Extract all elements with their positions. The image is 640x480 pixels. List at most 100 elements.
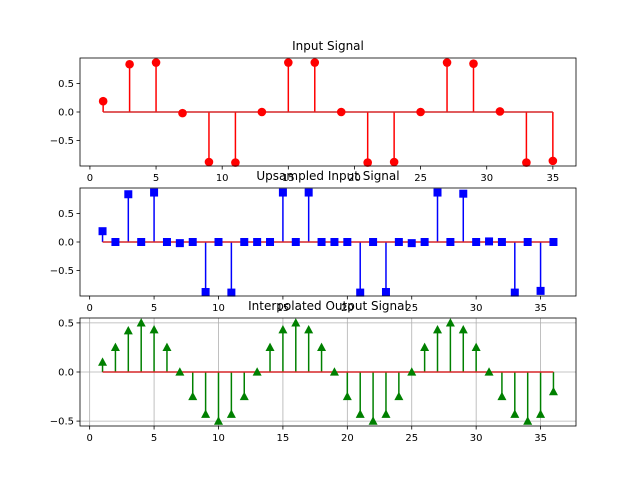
x-tick-label-0: 0 <box>86 433 92 444</box>
y-tick-label-1: 0.0 <box>58 238 74 249</box>
y-tick-label-1: 0.0 <box>58 368 74 379</box>
data-point-22 <box>381 409 391 418</box>
chart-title: Upsampled Input Signal <box>256 169 399 183</box>
data-point-35 <box>549 238 558 246</box>
data-point-6 <box>257 107 267 117</box>
data-point-0 <box>98 96 108 106</box>
data-point-23 <box>394 238 403 246</box>
data-point-29 <box>471 342 481 352</box>
data-point-10 <box>227 288 236 297</box>
data-point-29 <box>472 238 481 246</box>
data-point-23 <box>394 391 404 401</box>
data-point-13 <box>266 238 275 246</box>
data-point-12 <box>252 367 262 376</box>
data-point-6 <box>175 239 184 248</box>
data-point-33 <box>523 416 533 425</box>
data-point-1 <box>110 342 120 352</box>
data-point-4 <box>149 324 159 334</box>
y-tick-label-2: 0.5 <box>58 209 74 220</box>
data-point-16 <box>304 188 313 197</box>
data-point-27 <box>445 318 455 327</box>
data-point-12 <box>253 238 262 246</box>
data-point-6 <box>175 367 185 376</box>
x-tick-label-7: 35 <box>534 433 547 444</box>
data-point-20 <box>355 409 365 418</box>
data-point-10 <box>363 158 372 167</box>
data-point-34 <box>536 286 545 295</box>
data-point-9 <box>214 238 223 246</box>
data-point-9 <box>213 416 223 425</box>
data-point-25 <box>420 342 430 352</box>
x-tick-label-3: 15 <box>282 173 295 184</box>
data-point-33 <box>523 238 532 246</box>
data-point-5 <box>162 342 172 352</box>
data-point-25 <box>420 238 429 246</box>
data-point-12 <box>416 107 425 117</box>
y-tick-label-1: 0.0 <box>58 108 74 119</box>
data-point-7 <box>188 238 197 246</box>
x-tick-label-2: 10 <box>216 173 229 184</box>
data-point-3 <box>178 108 187 118</box>
data-point-16 <box>304 324 314 334</box>
data-point-26 <box>433 324 443 334</box>
data-point-14 <box>278 188 287 197</box>
data-point-16 <box>522 158 531 167</box>
data-point-18 <box>329 367 339 376</box>
data-point-20 <box>356 288 365 297</box>
y-tick-label-0: −0.5 <box>50 417 74 428</box>
data-point-4 <box>150 188 159 197</box>
data-point-21 <box>368 416 378 425</box>
y-tick-label-0: −0.5 <box>50 266 74 277</box>
x-tick-label-1: 5 <box>151 303 157 314</box>
data-point-0 <box>98 227 107 236</box>
data-point-3 <box>137 238 146 246</box>
x-tick-label-7: 35 <box>546 173 559 184</box>
x-tick-label-3: 15 <box>277 303 290 314</box>
data-point-28 <box>459 189 468 198</box>
data-point-7 <box>284 58 293 67</box>
data-point-0 <box>98 357 108 366</box>
chart-title: Interpolated Output Signal <box>248 299 408 313</box>
data-point-24 <box>407 239 416 248</box>
data-point-9 <box>336 107 346 117</box>
data-point-24 <box>407 367 417 376</box>
data-point-15 <box>291 318 301 327</box>
x-tick-label-4: 20 <box>341 303 354 314</box>
x-tick-label-0: 0 <box>86 303 92 314</box>
chart-panel-1: 0 5 10 15 20 25 30 35 −0.5 0.0 0.5 Input Signal <box>50 39 577 184</box>
data-point-5 <box>162 238 171 246</box>
x-tick-label-0: 0 <box>87 173 93 184</box>
data-point-27 <box>446 238 455 246</box>
data-point-8 <box>201 409 211 418</box>
data-point-15 <box>291 238 300 246</box>
x-tick-label-1: 5 <box>151 433 157 444</box>
data-point-32 <box>510 288 519 297</box>
data-point-14 <box>469 59 478 68</box>
data-point-21 <box>369 238 378 246</box>
data-point-30 <box>484 367 494 376</box>
chart-panel-3: 0 5 10 15 20 25 30 35 −0.5 0.0 0.5 Interpolated Out… <box>50 299 577 444</box>
data-point-4 <box>204 157 214 167</box>
data-point-13 <box>442 58 452 67</box>
data-point-11 <box>240 238 249 246</box>
x-tick-label-6: 30 <box>480 173 493 184</box>
x-tick-label-4: 20 <box>348 173 361 184</box>
y-tick-label-2: 0.5 <box>58 79 74 90</box>
data-point-32 <box>510 409 520 418</box>
x-tick-label-6: 30 <box>470 303 483 314</box>
data-point-22 <box>381 288 390 297</box>
data-point-17 <box>317 238 326 246</box>
data-point-17 <box>317 342 327 352</box>
data-point-2 <box>124 190 133 199</box>
data-point-2 <box>151 58 161 67</box>
data-point-8 <box>201 288 210 297</box>
data-point-3 <box>136 318 146 327</box>
data-point-7 <box>188 391 198 401</box>
data-point-10 <box>226 409 236 418</box>
x-tick-label-7: 35 <box>534 303 547 314</box>
data-point-14 <box>278 324 288 334</box>
chart-title: Input Signal <box>292 39 364 53</box>
x-tick-label-4: 20 <box>341 433 354 444</box>
data-point-31 <box>497 391 507 401</box>
